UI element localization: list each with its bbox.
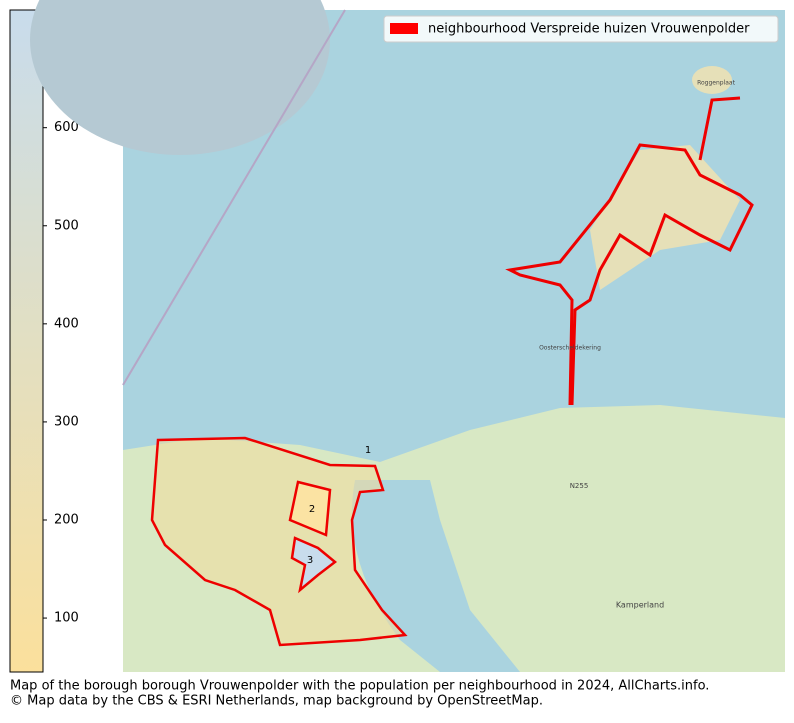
sandbank <box>30 0 330 155</box>
region-1 <box>150 436 408 647</box>
region-2 <box>288 480 332 537</box>
colorbar-tick-label: 300 <box>54 414 79 429</box>
legend-label: neighbourhood Verspreide huizen Vrouwenp… <box>428 22 750 37</box>
colorbar-tick-label: 200 <box>54 512 79 527</box>
colorbar-tick-label: 500 <box>54 218 79 233</box>
legend-swatch <box>390 23 418 34</box>
region-outline <box>505 96 754 406</box>
map-label: Oosterscheldekering <box>539 345 601 352</box>
region-label: 1 <box>365 445 371 456</box>
legend-box <box>383 15 779 43</box>
colorbar-tick-label: 600 <box>54 120 79 135</box>
caption: Map of the borough borough Vrouwenpolder… <box>10 679 709 694</box>
colorbar-tick-label: 100 <box>54 611 79 626</box>
colorbar-tick-label: 400 <box>54 316 79 331</box>
island <box>692 66 732 94</box>
region-3 <box>290 536 338 594</box>
map-label: Roggenplaat <box>697 80 736 87</box>
colorbar <box>9 9 44 673</box>
region-label: 3 <box>307 555 313 566</box>
map-label: Kamperland <box>616 601 664 610</box>
region-label: 2 <box>309 504 315 515</box>
map-label: N255 <box>570 482 589 490</box>
caption: © Map data by the CBS & ESRI Netherlands… <box>10 694 543 709</box>
map <box>30 0 785 672</box>
legend: neighbourhood Verspreide huizen Vrouwenp… <box>383 15 779 43</box>
boundary-line <box>122 9 346 386</box>
